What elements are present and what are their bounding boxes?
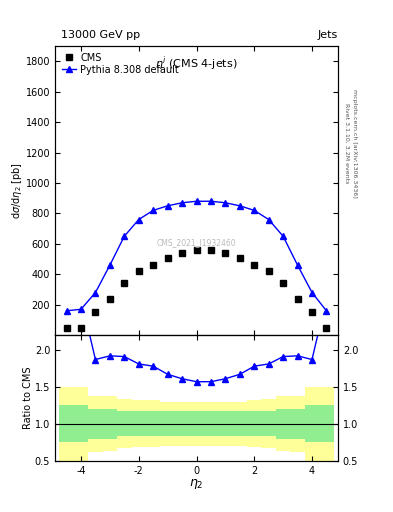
CMS <box>136 268 141 274</box>
CMS <box>151 262 156 268</box>
Pythia 8.308 default <box>223 200 228 206</box>
Pythia 8.308 default <box>79 306 83 312</box>
CMS <box>252 262 257 268</box>
Y-axis label: d$\sigma$/d$\eta_2$ [pb]: d$\sigma$/d$\eta_2$ [pb] <box>10 162 24 219</box>
Text: $\eta^{i}$ (CMS 4-jets): $\eta^{i}$ (CMS 4-jets) <box>155 55 238 73</box>
Pythia 8.308 default <box>237 203 242 209</box>
Text: mcplots.cern.ch [arXiv:1306.3436]: mcplots.cern.ch [arXiv:1306.3436] <box>352 89 357 198</box>
Pythia 8.308 default <box>310 289 314 295</box>
Pythia 8.308 default <box>64 308 69 314</box>
Legend: CMS, Pythia 8.308 default: CMS, Pythia 8.308 default <box>60 51 181 77</box>
CMS <box>266 268 271 274</box>
CMS <box>79 325 83 331</box>
Pythia 8.308 default <box>266 217 271 223</box>
Line: CMS: CMS <box>64 247 329 330</box>
Text: Jets: Jets <box>318 30 338 40</box>
Text: Rivet 3.1.10, 3.2M events: Rivet 3.1.10, 3.2M events <box>344 103 349 183</box>
Pythia 8.308 default <box>122 233 127 239</box>
CMS <box>310 309 314 315</box>
Pythia 8.308 default <box>194 198 199 204</box>
Text: CMS_2021_I1932460: CMS_2021_I1932460 <box>157 238 236 247</box>
Pythia 8.308 default <box>165 203 170 209</box>
Text: 13000 GeV pp: 13000 GeV pp <box>61 30 140 40</box>
Y-axis label: Ratio to CMS: Ratio to CMS <box>24 367 33 429</box>
CMS <box>209 247 213 253</box>
CMS <box>223 250 228 256</box>
Pythia 8.308 default <box>281 233 285 239</box>
Pythia 8.308 default <box>295 262 300 268</box>
CMS <box>237 254 242 261</box>
CMS <box>281 281 285 287</box>
X-axis label: $\eta_2$: $\eta_2$ <box>189 477 204 491</box>
Pythia 8.308 default <box>324 308 329 314</box>
Pythia 8.308 default <box>108 262 112 268</box>
CMS <box>324 325 329 331</box>
CMS <box>64 325 69 331</box>
Pythia 8.308 default <box>180 200 184 206</box>
Pythia 8.308 default <box>209 198 213 204</box>
CMS <box>165 254 170 261</box>
CMS <box>295 295 300 302</box>
Pythia 8.308 default <box>93 289 98 295</box>
CMS <box>122 281 127 287</box>
Pythia 8.308 default <box>252 207 257 214</box>
CMS <box>180 250 184 256</box>
CMS <box>93 309 98 315</box>
Pythia 8.308 default <box>151 207 156 214</box>
CMS <box>194 247 199 253</box>
CMS <box>108 295 112 302</box>
Line: Pythia 8.308 default: Pythia 8.308 default <box>63 198 330 314</box>
Pythia 8.308 default <box>136 217 141 223</box>
